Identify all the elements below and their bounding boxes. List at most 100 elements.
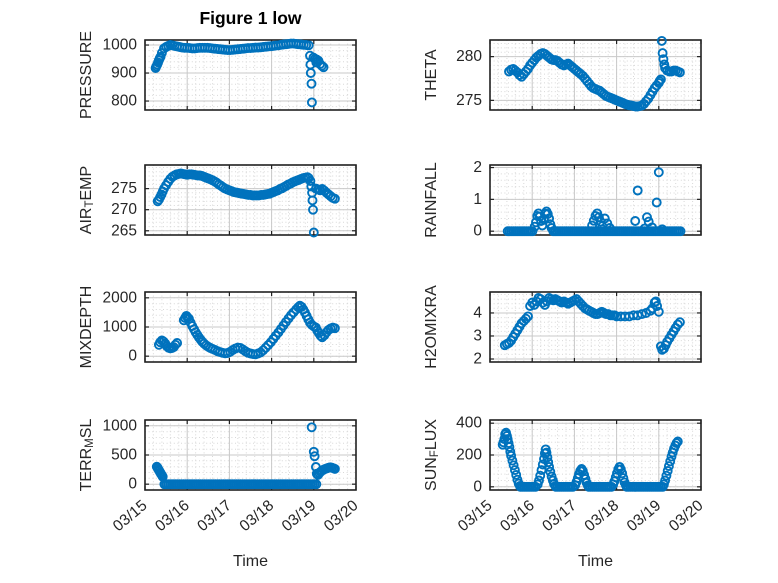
x-tick-label: 03/20 <box>321 497 362 535</box>
tick-marks <box>144 40 357 110</box>
subplot-pressure: 800 900 1000 PRESSURE <box>78 31 357 119</box>
data-point <box>504 442 515 452</box>
series-points <box>150 38 329 108</box>
data-point <box>593 212 604 223</box>
data-point <box>657 481 668 492</box>
y-tick-label: 200 <box>456 447 482 464</box>
y-tick-label: 275 <box>456 92 482 109</box>
data-point <box>542 209 553 219</box>
data-point <box>671 438 682 449</box>
y-tick-label: 265 <box>111 222 137 239</box>
data-point <box>655 74 666 85</box>
y-tick-label: 500 <box>111 447 137 464</box>
data-point <box>656 35 667 46</box>
axes-box <box>489 39 702 111</box>
y-axis-label: H2OMIXRA <box>423 285 440 369</box>
y-axis-label: PRESSURE <box>78 31 95 119</box>
data-point <box>535 470 546 481</box>
y-tick-label: 0 <box>473 223 482 240</box>
data-point <box>303 40 314 51</box>
tick-marks <box>144 165 357 235</box>
tick-marks <box>144 420 357 490</box>
data-point <box>674 67 685 78</box>
data-point <box>544 213 555 224</box>
data-point <box>306 97 317 108</box>
data-point <box>654 76 665 87</box>
tick-marks <box>144 292 357 362</box>
data-point <box>503 438 514 449</box>
y-tick-label: 280 <box>456 48 482 65</box>
data-point <box>632 185 643 196</box>
tick-marks <box>489 292 702 362</box>
data-point <box>311 479 322 490</box>
data-point <box>305 176 316 186</box>
subplot-h2omixra: 2 3 4 H2OMIXRA <box>423 285 702 369</box>
series-points <box>152 168 340 238</box>
y-tick-label: 0 <box>128 348 137 365</box>
y-tick-label: 2 <box>473 351 482 368</box>
data-point <box>544 461 555 472</box>
x-tick-label: 03/19 <box>279 497 320 535</box>
y-tick-label: 1000 <box>103 417 138 434</box>
data-point <box>630 216 641 226</box>
subplot-sun_flux: 0 200 400 03/15 03/16 03/17 03/18 03/19 03/20 SUN… <box>423 415 707 535</box>
data-point <box>307 195 318 206</box>
subplot-air_temp: 265 270 275 AIRTEMP <box>78 164 357 239</box>
y-axis-label: TERRMSL <box>78 419 97 492</box>
data-point <box>675 226 686 237</box>
data-point <box>542 452 553 463</box>
data-point <box>632 310 643 321</box>
data-point <box>309 451 320 462</box>
data-point <box>651 197 662 208</box>
subplot-terr_msl: 0 500 1000 03/15 03/16 03/17 03/18 03/19 03/20 TE… <box>78 417 362 535</box>
data-point <box>661 470 672 481</box>
data-point <box>665 456 676 467</box>
data-point <box>650 296 661 307</box>
data-point <box>329 463 340 474</box>
data-point <box>509 465 520 476</box>
y-axis-label: SUNFLUX <box>423 419 442 491</box>
axes-box <box>144 39 357 111</box>
data-point <box>636 309 647 320</box>
data-point <box>545 466 556 477</box>
y-tick-label: 275 <box>111 180 137 197</box>
data-point <box>308 446 319 457</box>
data-point <box>672 436 683 447</box>
data-point <box>662 465 673 476</box>
subplot-rainfall: 0 1 2 RAINFALL <box>423 159 702 240</box>
series-points <box>499 293 685 355</box>
data-point <box>507 455 518 466</box>
y-tick-label: 400 <box>456 415 482 432</box>
data-point <box>306 78 317 89</box>
data-point <box>527 297 538 308</box>
subplot-theta: 275 280 THETA <box>423 35 702 112</box>
data-point <box>599 213 610 224</box>
y-axis-label: RAINFALL <box>423 162 440 238</box>
x-tick-label: 03/17 <box>194 497 235 535</box>
data-point <box>663 461 674 472</box>
data-point <box>653 167 664 178</box>
x-tick-label: 03/19 <box>624 497 665 535</box>
data-point <box>505 446 516 457</box>
axes-box <box>144 164 357 236</box>
y-tick-label: 3 <box>473 328 482 345</box>
data-point <box>511 469 522 480</box>
data-point <box>606 481 617 492</box>
data-point <box>258 345 269 356</box>
x-axis-label-left: Time <box>233 553 268 570</box>
data-point <box>306 422 317 433</box>
data-point <box>657 48 668 59</box>
y-tick-label: 4 <box>473 305 482 322</box>
x-tick-label: 03/16 <box>497 497 538 535</box>
y-axis-label: AIRTEMP <box>78 166 97 234</box>
series-points <box>497 427 683 492</box>
y-axis-label: MIXDEPTH <box>78 286 95 369</box>
data-point <box>293 302 304 313</box>
y-tick-label: 900 <box>111 65 137 82</box>
figure-title: Figure 1 low <box>199 8 302 28</box>
y-tick-label: 2000 <box>103 289 138 306</box>
data-point <box>520 313 531 324</box>
series-points <box>504 35 685 112</box>
